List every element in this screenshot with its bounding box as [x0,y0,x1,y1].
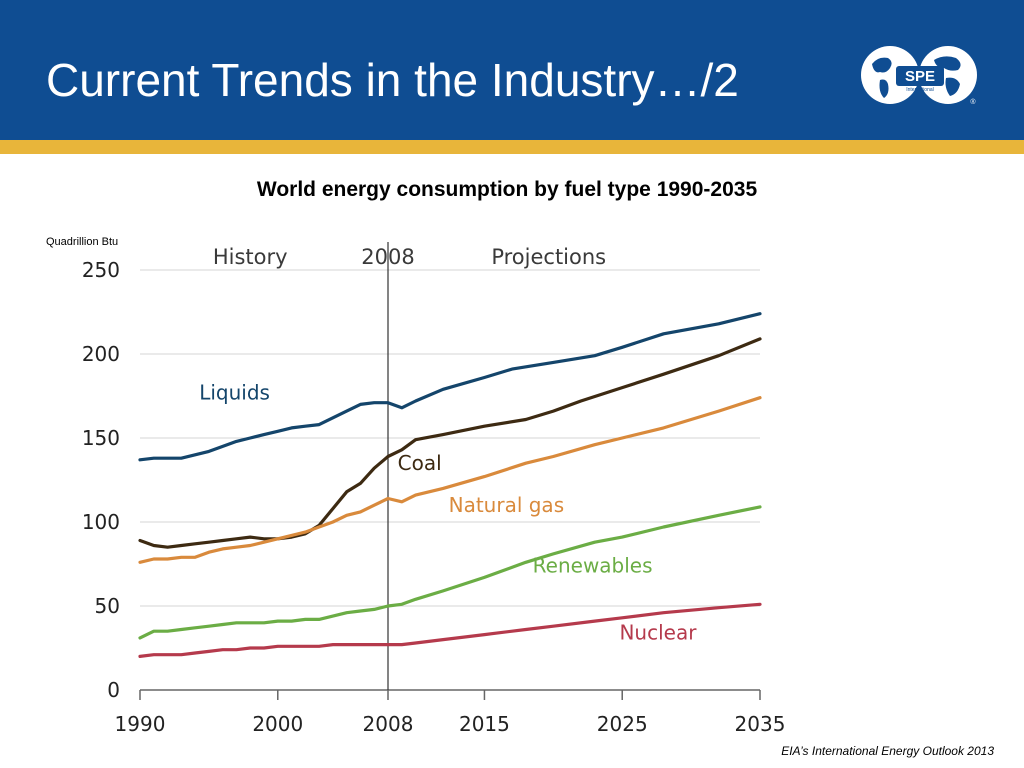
chart-labels: History 2008 Projections Liquids Coal Natural… [199,245,697,645]
gridlines [140,269,760,607]
axes: 0 50 100 150 200 250 1990 2000 2008 2015 2025 2035 [82,242,786,736]
series-label-nuclear: Nuclear [619,621,697,645]
header-band [0,0,1024,140]
slide-title: Current Trends in the Industry…/2 [46,54,739,106]
x-tick-label: 2035 [735,712,786,736]
y-tick-label: 150 [82,426,120,450]
spe-logo: SPE International ® [861,46,977,106]
logo-text: SPE [905,68,935,85]
y-tick-label: 250 [82,258,120,282]
series-lines [138,312,762,658]
y-tick-label: 0 [107,678,120,702]
x-tick-label: 2015 [459,712,510,736]
logo-subtext: International [906,87,934,93]
chart-title: World energy consumption by fuel type 19… [256,178,758,201]
series-line-liquids [138,312,762,462]
series-line-natural-gas [138,396,762,564]
y-tick-label: 200 [82,342,120,366]
x-tick-label: 2025 [597,712,648,736]
series-label-natural-gas: Natural gas [449,493,564,517]
accent-stripe [0,140,1024,154]
y-tick-label: 100 [82,510,120,534]
x-tick-label: 2000 [252,712,303,736]
divider-year-label: 2008 [361,245,414,269]
logo-registered-mark: ® [970,98,976,106]
series-label-renewables: Renewables [533,553,653,577]
series-line-coal [138,337,762,549]
projections-label: Projections [491,245,606,269]
x-tick-label: 2008 [363,712,414,736]
series-label-coal: Coal [398,451,442,475]
y-tick-label: 50 [95,594,120,618]
history-label: History [213,245,288,269]
series-label-liquids: Liquids [199,380,270,404]
y-axis-unit-label: Quadrillion Btu [46,236,119,248]
source-citation: EIA’s International Energy Outlook 2013 [781,744,994,758]
series-line-nuclear [138,602,762,658]
series-line-renewables [138,505,762,640]
x-tick-label: 1990 [115,712,166,736]
